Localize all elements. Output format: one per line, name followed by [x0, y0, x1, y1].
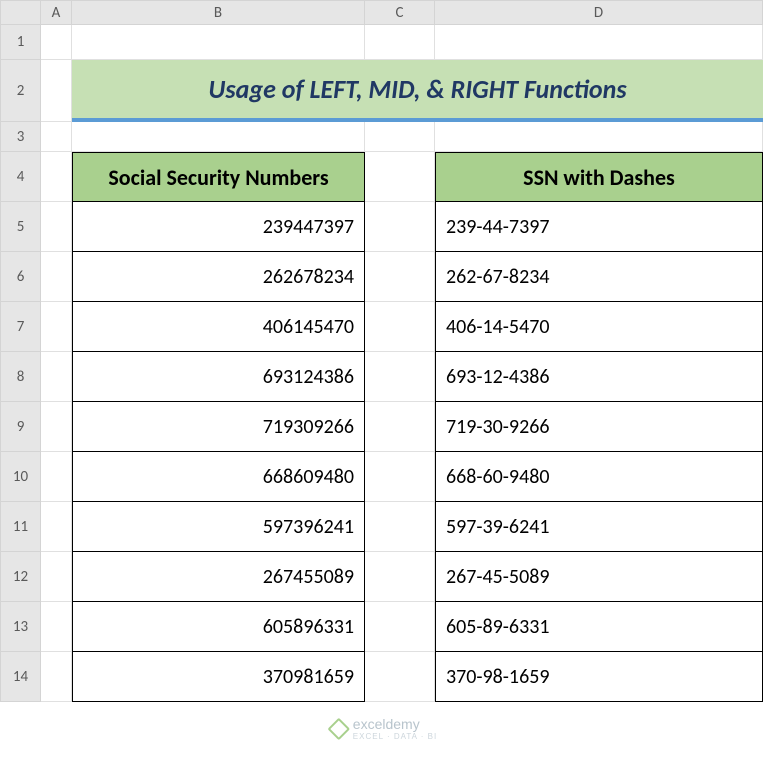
row-header[interactable]: 12 [0, 552, 41, 602]
select-all-corner[interactable] [0, 0, 41, 25]
table-row[interactable]: 668-60-9480 [435, 452, 763, 502]
cell-A13[interactable] [41, 602, 72, 652]
row-header[interactable]: 11 [0, 502, 41, 552]
row-header[interactable]: 13 [0, 602, 41, 652]
cell-A1[interactable] [41, 25, 72, 60]
watermark-logo-icon [331, 721, 347, 737]
row-header[interactable]: 4 [0, 152, 41, 202]
table-row[interactable]: 605-89-6331 [435, 602, 763, 652]
row-header[interactable]: 8 [0, 352, 41, 402]
table-row[interactable]: 605896331 [72, 602, 365, 652]
cell-C3[interactable] [365, 122, 435, 152]
table-row[interactable]: 262678234 [72, 252, 365, 302]
table-row[interactable]: 693-12-4386 [435, 352, 763, 402]
cell-A11[interactable] [41, 502, 72, 552]
row-header[interactable]: 2 [0, 60, 41, 122]
cell-B3[interactable] [72, 122, 365, 152]
row-header[interactable]: 6 [0, 252, 41, 302]
row-header[interactable]: 9 [0, 402, 41, 452]
table-row[interactable]: 262-67-8234 [435, 252, 763, 302]
row-header[interactable]: 1 [0, 25, 41, 60]
col-header-B[interactable]: B [72, 0, 365, 25]
cell-C14[interactable] [365, 652, 435, 702]
table-row[interactable]: 239447397 [72, 202, 365, 252]
table-row[interactable]: 693124386 [72, 352, 365, 402]
spreadsheet-grid: A B C D 1 2 Usage of LEFT, MID, & RIGHT … [0, 0, 768, 702]
table-row[interactable]: 597396241 [72, 502, 365, 552]
row-header[interactable]: 10 [0, 452, 41, 502]
cell-C1[interactable] [365, 25, 435, 60]
cell-C5[interactable] [365, 202, 435, 252]
cell-A10[interactable] [41, 452, 72, 502]
watermark-brand: exceldemy [353, 716, 420, 732]
row-header[interactable]: 5 [0, 202, 41, 252]
cell-A2[interactable] [41, 60, 72, 122]
cell-A5[interactable] [41, 202, 72, 252]
table-row[interactable]: 406145470 [72, 302, 365, 352]
cell-C11[interactable] [365, 502, 435, 552]
table-row[interactable]: 406-14-5470 [435, 302, 763, 352]
col-header-A[interactable]: A [41, 0, 72, 25]
table-row[interactable]: 267-45-5089 [435, 552, 763, 602]
cell-C10[interactable] [365, 452, 435, 502]
cell-A7[interactable] [41, 302, 72, 352]
table-row[interactable]: 370981659 [72, 652, 365, 702]
watermark: exceldemy EXCEL · DATA · BI [331, 716, 437, 741]
cell-C12[interactable] [365, 552, 435, 602]
cell-A8[interactable] [41, 352, 72, 402]
row-header[interactable]: 14 [0, 652, 41, 702]
col-header-D[interactable]: D [435, 0, 763, 25]
table-row[interactable]: 370-98-1659 [435, 652, 763, 702]
cell-A12[interactable] [41, 552, 72, 602]
cell-B1[interactable] [72, 25, 365, 60]
cell-C4[interactable] [365, 152, 435, 202]
col-header-C[interactable]: C [365, 0, 435, 25]
table-row[interactable]: 719-30-9266 [435, 402, 763, 452]
cell-C9[interactable] [365, 402, 435, 452]
watermark-text: exceldemy EXCEL · DATA · BI [353, 716, 437, 741]
cell-A6[interactable] [41, 252, 72, 302]
watermark-tagline: EXCEL · DATA · BI [353, 732, 437, 741]
table-row[interactable]: 668609480 [72, 452, 365, 502]
cell-C8[interactable] [365, 352, 435, 402]
row-header[interactable]: 3 [0, 122, 41, 152]
table-row[interactable]: 267455089 [72, 552, 365, 602]
cell-D3[interactable] [435, 122, 763, 152]
cell-A9[interactable] [41, 402, 72, 452]
cell-C6[interactable] [365, 252, 435, 302]
cell-C13[interactable] [365, 602, 435, 652]
row-header[interactable]: 7 [0, 302, 41, 352]
table-row[interactable]: 719309266 [72, 402, 365, 452]
cell-C7[interactable] [365, 302, 435, 352]
cell-A14[interactable] [41, 652, 72, 702]
table-row[interactable]: 239-44-7397 [435, 202, 763, 252]
table-header-ssn-dashes[interactable]: SSN with Dashes [435, 152, 763, 202]
cell-D1[interactable] [435, 25, 763, 60]
title-banner[interactable]: Usage of LEFT, MID, & RIGHT Functions [72, 60, 763, 122]
cell-A4[interactable] [41, 152, 72, 202]
cell-A3[interactable] [41, 122, 72, 152]
table-row[interactable]: 597-39-6241 [435, 502, 763, 552]
table-header-ssn-raw[interactable]: Social Security Numbers [72, 152, 365, 202]
